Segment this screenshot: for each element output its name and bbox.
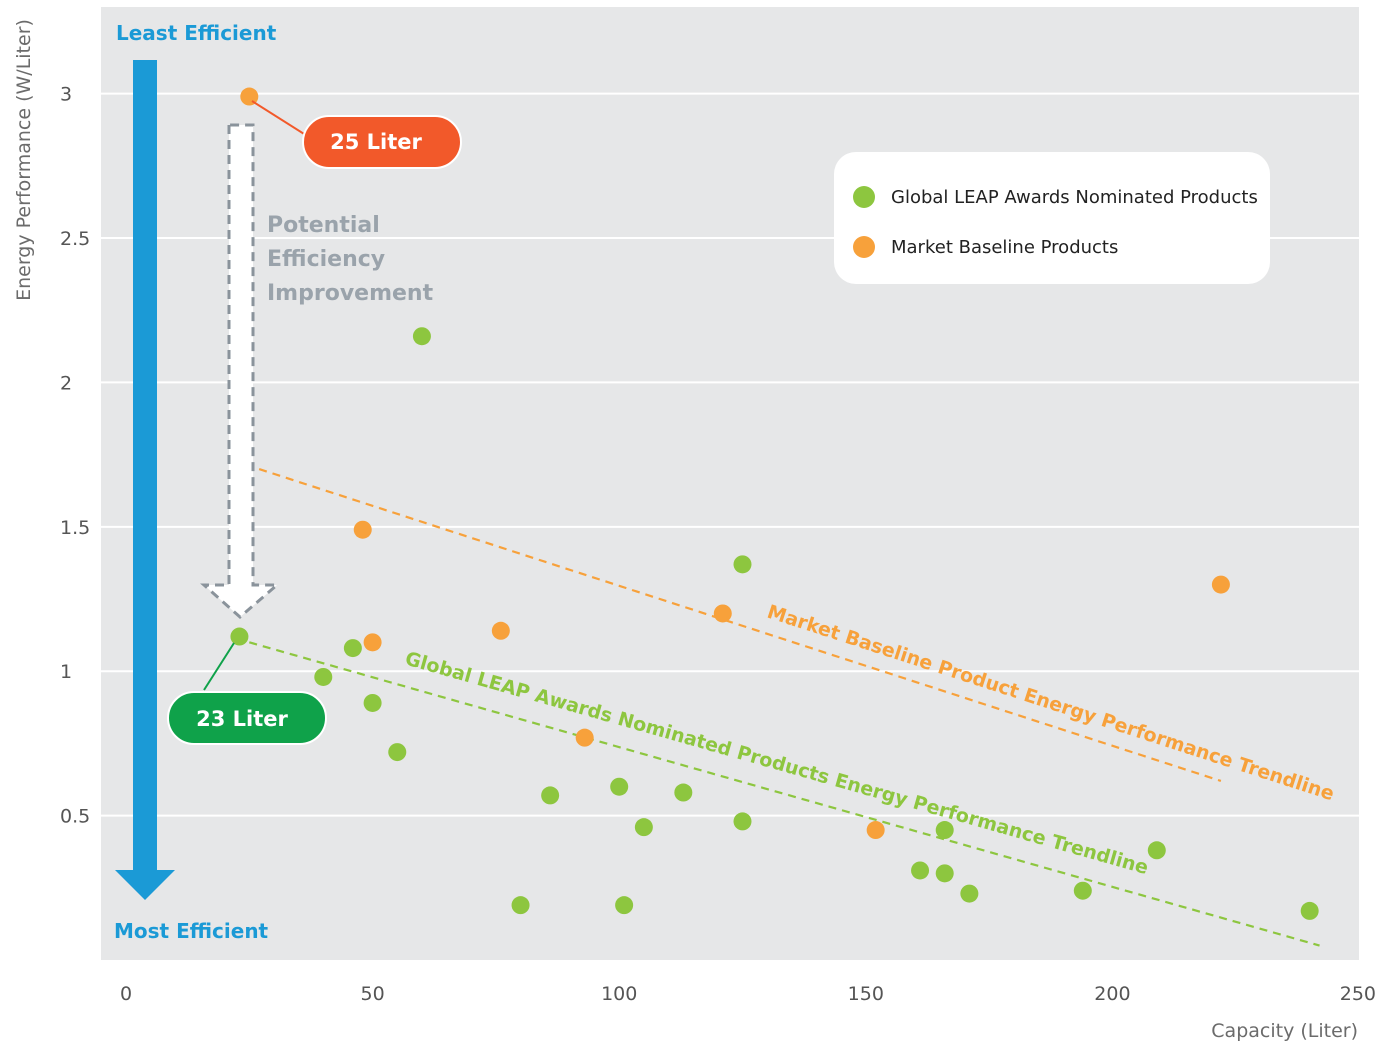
legend-swatch-baseline <box>853 236 875 258</box>
data-points <box>230 87 1319 920</box>
most-efficient-label: Most Efficient <box>114 919 269 943</box>
legend-swatch-nominated <box>853 186 875 208</box>
nominated-point <box>1073 881 1092 900</box>
y-axis-title: Energy Performance (W/Liter) <box>13 19 35 301</box>
nominated-callout-leader <box>203 642 235 691</box>
y-tick-label: 1.5 <box>60 517 90 539</box>
trendlines <box>249 468 1320 947</box>
y-tick-label: 2 <box>60 372 72 394</box>
y-tick-label: 3 <box>60 84 72 106</box>
nominated-point <box>960 884 979 903</box>
nominated-point <box>412 327 431 346</box>
baseline-point <box>713 604 732 623</box>
legend-label-baseline: Market Baseline Products <box>891 237 1118 258</box>
nominated-point <box>733 555 752 574</box>
baseline-point <box>866 821 885 840</box>
nominated-point <box>388 743 407 762</box>
nominated-point <box>343 639 362 658</box>
baseline-point <box>491 621 510 640</box>
nominated-point <box>1300 901 1319 920</box>
x-axis-title: Capacity (Liter) <box>1211 1020 1358 1042</box>
x-tick-label: 150 <box>848 983 884 1005</box>
nominated-point <box>314 667 333 686</box>
baseline-callout-label: 25 Liter <box>330 130 422 154</box>
y-axis-ticks: 3 2.5 2 1.5 1 0.5 <box>60 84 90 828</box>
x-tick-label: 200 <box>1094 983 1130 1005</box>
y-tick-label: 0.5 <box>60 806 90 828</box>
baseline-point <box>363 633 382 652</box>
legend: Global LEAP Awards Nominated Products Ma… <box>834 152 1270 284</box>
gridlines <box>101 92 1359 817</box>
nominated-point <box>230 627 249 646</box>
nominated-callout-box <box>167 691 327 745</box>
x-tick-label: 50 <box>361 983 385 1005</box>
nominated-point <box>634 818 653 837</box>
x-tick-label: 0 <box>120 983 132 1005</box>
baseline-callout-box <box>302 115 462 169</box>
x-tick-label: 100 <box>601 983 637 1005</box>
legend-label-nominated: Global LEAP Awards Nominated Products <box>891 187 1258 208</box>
nominated-callout-label: 23 Liter <box>196 707 288 731</box>
nominated-point <box>363 693 382 712</box>
baseline-callout-leader <box>251 100 313 140</box>
x-axis-ticks: 0 50 100 150 200 250 <box>120 983 1376 1005</box>
nominated-point <box>1147 841 1166 860</box>
y-tick-label: 2.5 <box>60 228 90 250</box>
efficiency-arrow-head <box>115 870 175 900</box>
nominated-point <box>935 864 954 883</box>
nominated-point <box>511 896 530 915</box>
potential-label-line-3: Improvement <box>267 281 434 306</box>
baseline-point <box>1211 575 1230 594</box>
plot-background <box>101 7 1359 960</box>
baseline-point <box>575 728 594 747</box>
nominated-point <box>733 812 752 831</box>
potential-label-line-2: Efficiency <box>267 247 385 272</box>
x-tick-label: 250 <box>1340 983 1376 1005</box>
nominated-point <box>935 821 954 840</box>
nominated-point <box>610 777 629 796</box>
trendline <box>249 641 1320 947</box>
baseline-point <box>353 520 372 539</box>
trendline <box>258 468 1222 782</box>
nominated-point <box>911 861 930 880</box>
efficiency-arrow-shaft <box>133 60 157 875</box>
potential-improvement-arrow <box>200 123 282 619</box>
nominated-point <box>674 783 693 802</box>
nominated-point <box>615 896 634 915</box>
potential-label-line-1: Potential <box>267 213 380 238</box>
least-efficient-label: Least Efficient <box>116 21 277 45</box>
legend-box <box>834 152 1270 284</box>
y-tick-label: 1 <box>60 661 72 683</box>
nominated-point <box>541 786 560 805</box>
